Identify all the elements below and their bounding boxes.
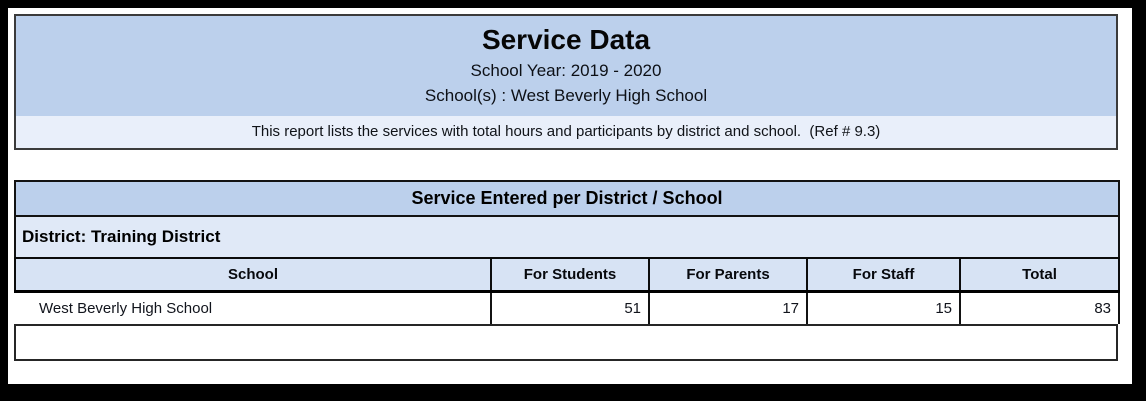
empty-row — [14, 324, 1118, 361]
report-title: Service Data — [481, 24, 651, 55]
report-header-box: Service Data School Year: 2019 - 2020 Sc… — [14, 14, 1118, 150]
report-description: This report lists the services with tota… — [16, 116, 1116, 148]
section-title: Service Entered per District / School — [13, 180, 1121, 217]
school-year-text: School Year: 2019 - 2020 — [470, 61, 662, 80]
school-name-cell: West Beverly High School — [15, 291, 492, 324]
district-label: District: Training District — [13, 216, 1121, 259]
section-title-row: Service Entered per District / School — [13, 180, 1121, 217]
column-header-for-staff: For Staff — [806, 257, 961, 293]
table-row: West Beverly High School 51 17 15 83 — [15, 291, 1121, 324]
for-students-value-cell: 51 — [490, 291, 650, 324]
column-header-for-parents: For Parents — [648, 257, 808, 293]
for-parents-value-cell: 17 — [648, 291, 808, 324]
service-entered-table: Service Entered per District / School Di… — [13, 180, 1121, 324]
schools-text: School(s) : West Beverly High School — [424, 86, 708, 105]
column-header-total: Total — [958, 257, 1121, 293]
report-content: Service Data School Year: 2019 - 2020 Sc… — [13, 14, 1121, 361]
report-header-main: Service Data School Year: 2019 - 2020 Sc… — [16, 16, 1116, 116]
column-header-row: School For Students For Parents For Staf… — [14, 257, 1121, 293]
column-header-school: School — [14, 257, 492, 293]
total-value-cell: 83 — [958, 291, 1121, 324]
column-header-for-students: For Students — [490, 257, 650, 293]
district-row: District: Training District — [13, 216, 1121, 259]
for-staff-value-cell: 15 — [806, 291, 961, 324]
